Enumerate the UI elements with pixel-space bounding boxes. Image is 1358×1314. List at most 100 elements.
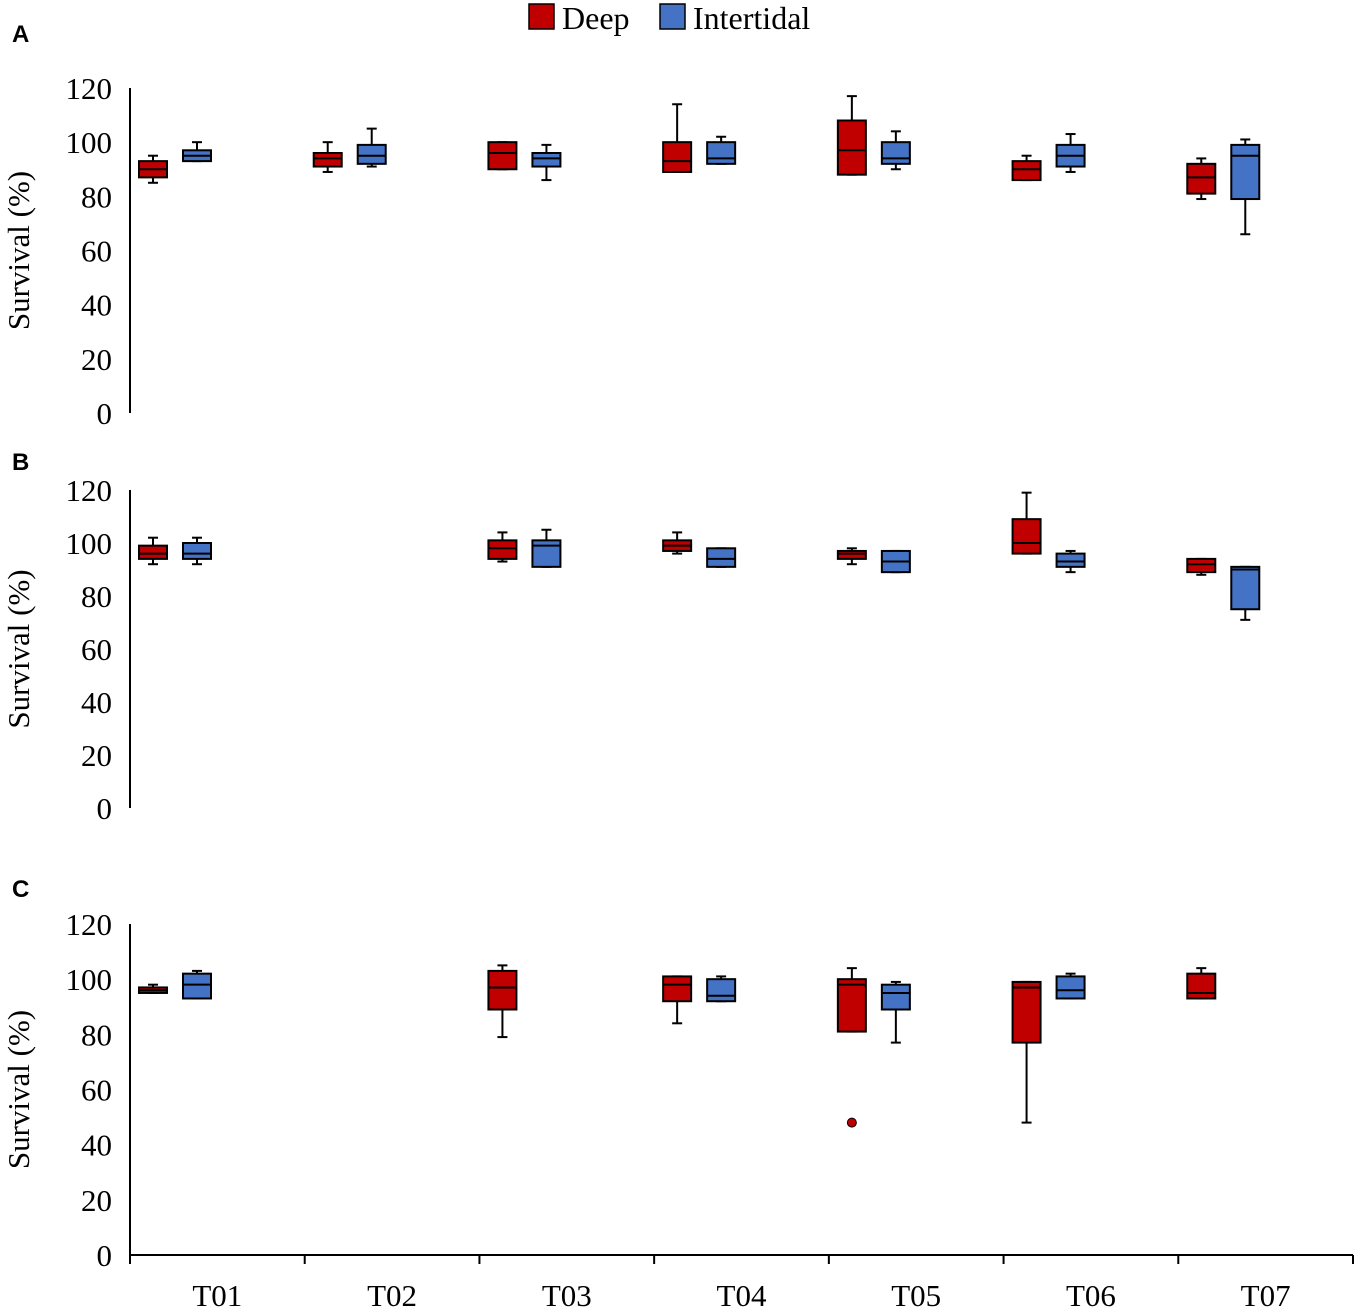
panel-b: B 0 20 40 60 80 100 120 Survival (%) (1, 449, 1261, 826)
box-iqr (1011, 980, 1042, 1044)
y-tick-label: 80 (81, 1017, 112, 1052)
box-iqr (182, 542, 212, 560)
panel-label: B (12, 449, 29, 476)
box-t06-deep (1011, 980, 1042, 1124)
box-iqr (487, 969, 518, 1011)
box-iqr (1186, 162, 1217, 195)
box-t02-deep (312, 141, 343, 173)
box-iqr (880, 141, 911, 165)
x-tick-label-t02: T02 (367, 1278, 417, 1313)
panel-a: A 0 20 40 60 80 100 120 Survival (%) (1, 21, 1261, 431)
box-t02-intertidal (356, 127, 387, 168)
box-iqr (836, 119, 867, 176)
box-iqr (312, 152, 343, 168)
box-t01-intertidal (182, 536, 212, 566)
box-t05-intertidal (880, 980, 911, 1044)
x-tick-label-t03: T03 (542, 1278, 592, 1313)
x-tick-label-t07: T07 (1241, 1278, 1291, 1313)
legend-label-deep: Deep (562, 0, 630, 36)
x-tick-label-t01: T01 (192, 1278, 242, 1313)
box-t06-intertidal (1055, 133, 1086, 173)
box-t03-intertidal (531, 528, 562, 568)
box-iqr (1186, 557, 1217, 574)
box-t05-deep (836, 95, 867, 176)
panels: A 0 20 40 60 80 100 120 Survival (%) B 0 20 40 60 80 10… (1, 21, 1261, 1273)
box-iqr (1011, 160, 1042, 182)
y-tick-label: 60 (81, 234, 112, 269)
box-t04-deep (662, 975, 693, 1025)
y-tick-label: 40 (81, 288, 112, 323)
panel-c: C 0 20 40 60 80 100 120 Survival (%) (1, 876, 1217, 1273)
box-t01-intertidal (182, 969, 212, 1000)
box-iqr (1055, 975, 1086, 1000)
legend-item-deep: Deep (528, 0, 630, 36)
box-iqr (182, 972, 212, 1000)
box-t04-intertidal (706, 547, 737, 568)
panel-label: C (12, 876, 29, 903)
y-tick-label: 20 (81, 738, 112, 773)
y-tick-label: 80 (81, 179, 112, 214)
y-tick-label: 120 (66, 907, 113, 942)
legend-swatch-deep (528, 3, 555, 30)
box-t06-deep (1011, 491, 1042, 555)
box-iqr (487, 141, 518, 171)
box-t03-deep (487, 531, 518, 563)
legend-swatch-intertidal (659, 3, 686, 30)
box-t05-intertidal (880, 130, 911, 171)
y-tick-label: 100 (66, 526, 113, 561)
legend-label-intertidal: Intertidal (693, 0, 810, 36)
box-iqr (1230, 565, 1261, 611)
box-t05-deep (836, 547, 867, 566)
box-t04-deep (662, 531, 693, 555)
box-t07-deep (1186, 157, 1217, 201)
y-axis-title: Survival (%) (1, 569, 36, 728)
y-tick-label: 20 (81, 1183, 112, 1218)
panel-label: A (12, 21, 29, 48)
box-t01-deep (138, 983, 168, 994)
box-iqr (662, 975, 693, 1003)
box-iqr (836, 549, 867, 560)
y-tick-label: 120 (66, 473, 113, 508)
y-tick-label: 60 (81, 632, 112, 667)
y-tick-label: 100 (66, 125, 113, 160)
box-t06-intertidal (1055, 972, 1086, 1000)
box-iqr (1011, 518, 1042, 555)
box-iqr (1186, 972, 1217, 1000)
x-tick-label-t04: T04 (717, 1278, 767, 1313)
box-iqr (1055, 552, 1086, 568)
y-tick-label: 60 (81, 1073, 112, 1108)
box-t05-intertidal (880, 549, 911, 574)
box-t07-deep (1186, 967, 1217, 1000)
box-iqr (531, 152, 562, 168)
x-axis: T01 T02 T03 T04 T05 T06 T07 (129, 1254, 1354, 1313)
box-iqr (706, 141, 737, 165)
y-axis-title: Survival (%) (1, 1010, 36, 1169)
y-tick-label: 100 (66, 962, 113, 997)
y-axis-title: Survival (%) (1, 171, 36, 330)
box-t01-intertidal (182, 141, 212, 163)
box-iqr (356, 143, 387, 165)
box-iqr (487, 539, 518, 560)
box-t06-deep (1011, 154, 1042, 182)
y-tick-label: 0 (97, 396, 113, 431)
legend: Deep Intertidal (528, 0, 810, 36)
box-t04-deep (662, 103, 693, 173)
box-t01-deep (138, 536, 168, 566)
box-t06-intertidal (1055, 549, 1086, 574)
box-t07-intertidal (1230, 138, 1261, 236)
y-tick-label: 40 (81, 1128, 112, 1163)
y-tick-label: 0 (97, 791, 113, 826)
x-tick-label-t05: T05 (891, 1278, 941, 1313)
outlier-point (846, 1117, 857, 1128)
box-iqr (706, 547, 737, 568)
box-t03-deep (487, 141, 518, 171)
box-iqr (706, 978, 737, 1003)
y-tick-label: 0 (97, 1238, 113, 1273)
box-iqr (138, 544, 168, 560)
y-tick-label: 120 (66, 71, 113, 106)
box-iqr (1230, 143, 1261, 201)
x-tick-label-t06: T06 (1066, 1278, 1116, 1313)
box-t05-deep (836, 967, 867, 1128)
box-iqr (880, 983, 911, 1011)
